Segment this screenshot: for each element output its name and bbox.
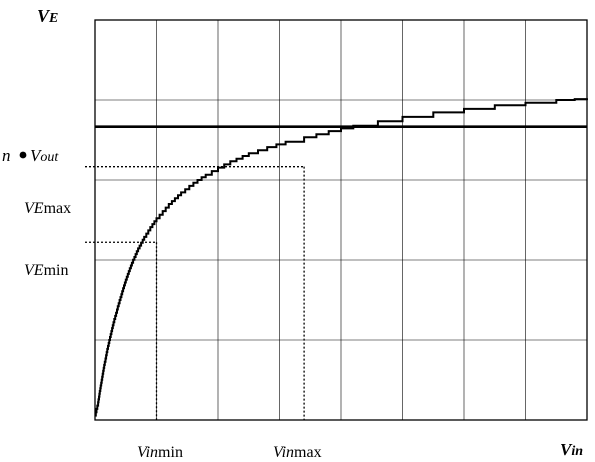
n-vout-label: n bbox=[2, 146, 11, 165]
plot-border bbox=[94, 19, 588, 421]
x-axis-title: Vin bbox=[560, 440, 583, 459]
ve-min-label: VEmin bbox=[24, 262, 68, 279]
vout-label: Vout bbox=[30, 146, 59, 165]
grid bbox=[95, 20, 587, 420]
bullet-dot bbox=[19, 151, 27, 159]
ve-curve bbox=[94, 98, 588, 417]
vin-min-label: Vinmin bbox=[137, 444, 183, 461]
reference-lines bbox=[85, 125, 587, 420]
y-axis-title: VE bbox=[37, 6, 58, 26]
ve-max-label: VEmax bbox=[24, 200, 71, 217]
vin-max-label: Vinmax bbox=[273, 444, 322, 461]
